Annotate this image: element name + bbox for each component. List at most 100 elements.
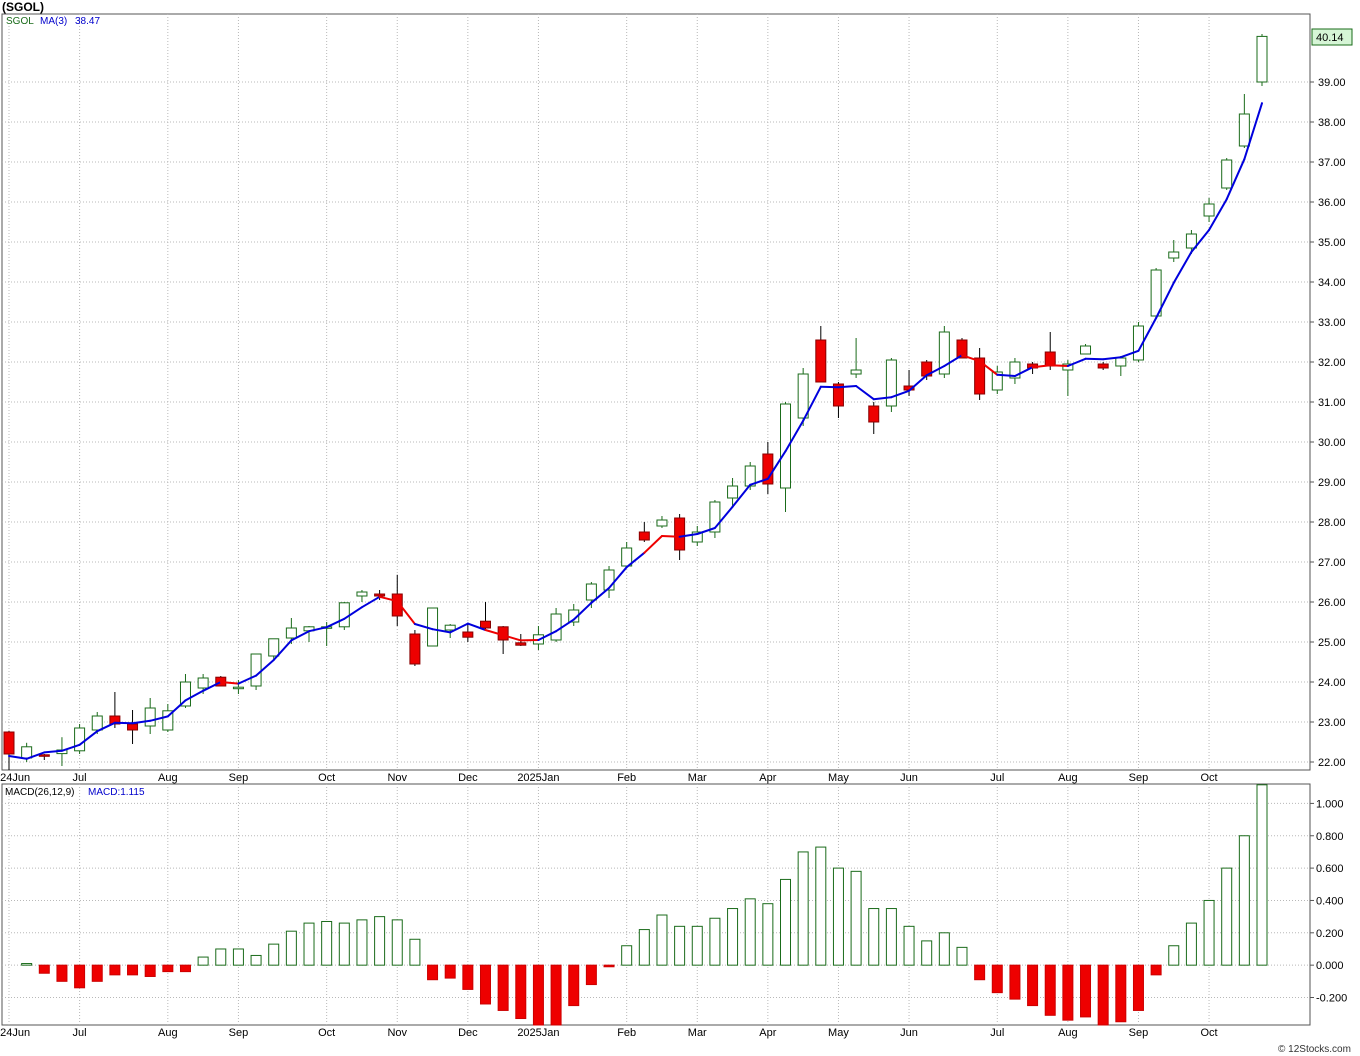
macd-bar-positive [744,898,756,966]
ma3-segment [272,639,293,661]
ma3-segment [308,626,328,633]
footer-copyright: © 12Stocks.com [1278,1044,1351,1055]
macd-x-tick-label: Oct [318,1027,335,1039]
price-y-tick-label: 34.00 [1318,277,1346,289]
macd-bar-positive [197,956,209,966]
macd-bar-positive [250,954,262,966]
macd-y-tick-label: 0.000 [1316,960,1344,972]
candle-down [374,593,386,597]
macd-bar-negative [1080,964,1092,1018]
macd-x-tick-label: Dec [458,1027,478,1039]
macd-bar-negative [532,964,544,1026]
candle-up [268,638,280,657]
candle-down [515,642,527,646]
macd-bar-positive [338,922,350,966]
candlestick-series [3,34,1268,770]
candle-up [1080,345,1092,355]
candle-down [479,620,491,629]
ma3-segment [290,630,311,642]
ma3-segment [237,674,258,685]
macd-bar-positive [1203,899,1215,966]
ma3-segment [766,450,787,480]
candle-down [1044,351,1056,367]
ma3-segment [1208,198,1228,231]
macd-bar-negative [1097,964,1109,1026]
macd-x-tick-label: Sep [1129,1027,1149,1039]
macd-bar-negative [568,964,580,1007]
macd-x-tick-label: Sep [229,1027,249,1039]
candle-up [603,569,615,591]
candle-up [179,681,191,707]
ma3-segment [855,385,875,401]
ma3-segment [219,681,240,685]
ma3-segment [996,373,1016,377]
ma3-segment [8,755,28,760]
candle-up [250,653,262,687]
ma3-segment [413,623,434,631]
price-y-tick-label: 38.00 [1318,117,1346,129]
macd-y-tick-label: 1.000 [1316,798,1344,810]
ma3-segment [1172,251,1193,284]
candle-up [144,707,156,727]
candle-up [232,686,244,690]
ma3-segment [431,628,452,634]
price-x-tick-label: Aug [158,772,178,784]
macd-bar-positive [815,846,827,966]
macd-bar-negative [1062,964,1074,1021]
macd-y-tick-label: 0.200 [1316,928,1344,940]
candle-up [850,369,862,375]
candle-down [1097,363,1109,369]
macd-bar-positive [709,917,721,966]
candle-up [1203,203,1215,217]
macd-legend-value: MACD:1.115 [88,787,145,798]
macd-bar-negative [462,964,474,990]
candle-up [1238,113,1250,147]
ma3-segment [960,354,981,363]
ma3-segment [166,699,187,718]
macd-y-tick-label: 0.600 [1316,863,1344,875]
macd-bar-positive [780,878,792,966]
macd-y-tick-label: 0.400 [1316,895,1344,907]
candle-up [427,607,439,647]
price-x-tick-label: Mar [688,772,707,784]
candle-up [780,403,792,489]
price-y-tick-label: 24.00 [1318,677,1346,689]
ma3-segment [466,622,487,631]
macd-bar-positive [1168,945,1180,966]
ma3-segment [731,483,752,508]
macd-bar-negative [550,964,562,1026]
macd-x-tick-label: Nov [387,1027,407,1039]
price-x-axis: 2024Jun Jul Aug Sep Oct Nov Dec 2025Jan Feb Mar Ap… [0,772,1218,784]
macd-bar-negative [179,964,191,973]
ma3-segment [802,385,822,422]
candle-down [38,754,50,757]
macd-bar-negative [1115,964,1127,1023]
macd-x-tick-label: 2024Jun [0,1027,30,1039]
price-y-tick-label: 33.00 [1318,317,1346,329]
macd-bar-negative [1150,964,1162,976]
macd-bar-positive [638,929,650,966]
ma3-segment [625,551,646,569]
macd-bar-negative [974,964,986,981]
candle-down [462,631,474,638]
macd-bar-negative [162,964,174,973]
macd-bar-negative [1009,964,1021,1000]
legend-ma-label: MA(3) [40,16,67,27]
ma3-segment [325,617,346,629]
candle-up [991,371,1003,391]
macd-bar-negative [497,964,509,1011]
macd-bar-positive [285,930,297,966]
ma3-segment [78,730,99,746]
price-panel-frame [1,13,1311,771]
price-y-tick-label: 39.00 [1318,77,1346,89]
macd-bar-positive [885,908,897,966]
candle-up [727,485,739,499]
candle-up [691,531,703,543]
macd-panel: 2024Jun Jul Aug Sep Oct Nov Dec 2025Jan Feb Mar Ap… [0,783,1347,1039]
macd-bar-negative [427,964,439,981]
macd-bar-positive [374,916,386,966]
macd-bar-positive [691,925,703,966]
candle-up [1168,251,1180,259]
candle-down [127,723,139,731]
price-x-tick-label: 2024Jun [0,772,30,784]
